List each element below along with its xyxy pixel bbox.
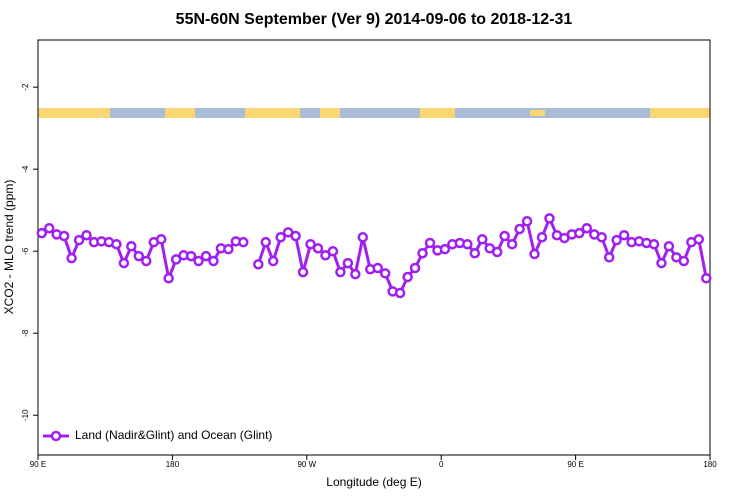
data-point	[141, 255, 152, 267]
data-point	[253, 259, 264, 270]
data-point	[126, 241, 137, 252]
y-axis-label: XCO2 - MLO trend (ppm)	[2, 180, 16, 315]
data-point	[394, 287, 406, 299]
data-point	[185, 250, 197, 262]
data-point	[66, 252, 77, 264]
data-point	[155, 234, 167, 245]
x-tick-label: 90 W	[297, 460, 316, 469]
data-point	[238, 236, 249, 248]
data-point	[36, 227, 47, 239]
data-point	[536, 231, 548, 243]
plot-frame	[37, 39, 711, 456]
legend-marker	[50, 430, 62, 442]
data-point	[335, 266, 346, 278]
chart-title: 55N-60N September (Ver 9) 2014-09-06 to …	[176, 11, 573, 28]
data-point	[648, 238, 660, 250]
x-axis-label: Longitude (deg E)	[326, 475, 421, 489]
data-point	[58, 230, 70, 242]
data-point	[701, 273, 712, 284]
y-tick-label: -2	[21, 83, 30, 91]
data-point	[469, 247, 481, 259]
data-point	[611, 234, 622, 246]
y-tick-label: -4	[21, 165, 30, 173]
x-tick-label: 90 E	[30, 460, 46, 469]
data-point	[506, 238, 518, 250]
y-tick-label: -10	[21, 409, 30, 421]
data-point	[163, 273, 174, 284]
data-point	[379, 268, 391, 279]
data-point	[603, 252, 615, 263]
y-tick-label: -6	[21, 247, 30, 255]
data-point	[133, 250, 145, 262]
data-point	[417, 247, 428, 259]
data-point	[118, 257, 130, 269]
data-point	[81, 229, 92, 241]
data-point	[521, 216, 533, 227]
data-point	[297, 266, 309, 278]
data-point	[267, 255, 279, 267]
data-point	[357, 231, 369, 243]
legend-label: Land (Nadir&Glint) and Ocean (Glint)	[75, 428, 272, 442]
y-tick-label: -8	[21, 329, 30, 337]
data-point	[73, 234, 85, 246]
data-point	[462, 238, 473, 250]
data-point	[693, 234, 705, 245]
data-point	[43, 222, 55, 234]
data-point	[514, 223, 525, 235]
data-point	[290, 230, 301, 242]
data-point	[574, 227, 585, 239]
data-point	[223, 243, 234, 255]
data-point	[491, 246, 503, 258]
data-point	[200, 250, 212, 262]
data-point	[477, 234, 488, 245]
data-point	[544, 213, 555, 224]
x-tick-label: 180	[166, 460, 180, 469]
x-tick-label: 180	[703, 460, 717, 469]
data-point	[499, 230, 510, 242]
data-point	[327, 245, 339, 257]
data-point	[402, 271, 413, 283]
data-point	[170, 254, 182, 265]
data-point	[581, 222, 593, 234]
data-point	[663, 241, 675, 252]
data-point	[596, 231, 607, 243]
data-point	[193, 255, 204, 267]
x-tick-label: 0	[439, 460, 444, 469]
data-point	[275, 231, 286, 243]
data-point	[208, 255, 219, 267]
data-point	[618, 229, 630, 241]
data-point	[678, 255, 690, 267]
data-point	[312, 243, 324, 254]
data-point	[372, 262, 383, 274]
data-point	[424, 237, 436, 249]
data-point	[350, 268, 361, 280]
data-point	[260, 236, 271, 248]
data-point	[320, 250, 331, 261]
data-point	[111, 238, 122, 250]
data-point	[409, 262, 421, 274]
x-tick-label: 90 E	[567, 460, 583, 469]
data-point	[305, 238, 316, 250]
data-point	[529, 248, 540, 260]
data-point	[342, 257, 354, 269]
land-ocean-strip	[38, 108, 710, 118]
data-point	[656, 257, 667, 269]
data-point	[439, 243, 451, 255]
